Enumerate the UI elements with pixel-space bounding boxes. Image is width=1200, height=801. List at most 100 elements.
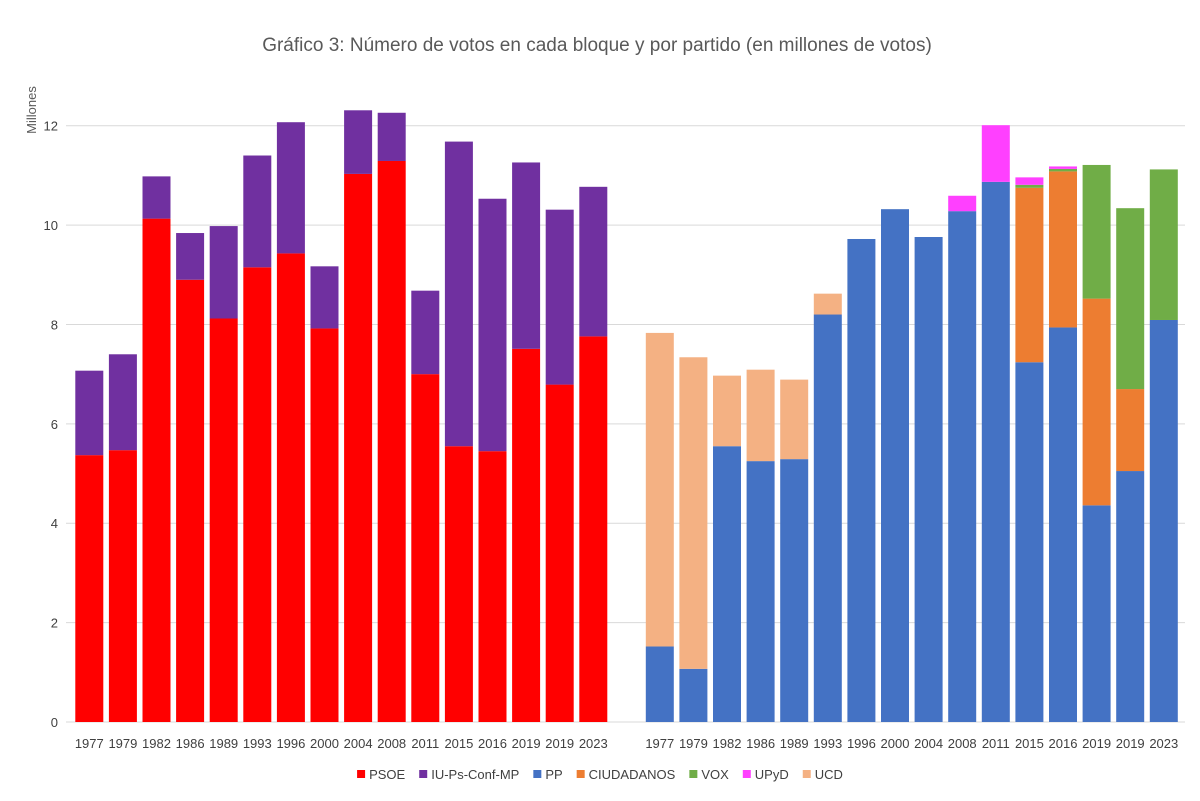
- bar-psoe-2004: [344, 173, 373, 722]
- bar-ciudadanos-2019: [1082, 298, 1111, 506]
- x-tick-label: 1989: [780, 736, 809, 751]
- bar-psoe-2011: [411, 374, 440, 722]
- legend-label-upyd: UPyD: [755, 767, 789, 782]
- bar-pp-1982: [713, 446, 741, 722]
- bar-iu-ps-conf-mp-2004: [344, 110, 373, 174]
- legend-label-iu-ps-conf-mp: IU-Ps-Conf-MP: [431, 767, 519, 782]
- y-tick-label: 10: [44, 218, 58, 233]
- bar-ucd-1986: [746, 369, 775, 462]
- y-tick-label: 8: [51, 317, 58, 332]
- bar-psoe-1982: [142, 218, 171, 722]
- bar-psoe-1979: [108, 450, 137, 722]
- bar-iu-ps-conf-mp-1977: [75, 370, 104, 456]
- y-tick-label: 12: [44, 119, 58, 134]
- bar-psoe-2000: [310, 328, 339, 722]
- x-tick-label: 2019: [545, 736, 574, 751]
- legend-swatch-psoe: [357, 770, 366, 778]
- bar-ucd-1977: [645, 332, 674, 647]
- bar-iu-ps-conf-mp-2015: [444, 141, 473, 447]
- y-axis-label: Millones: [24, 86, 39, 134]
- x-tick-label: 2004: [914, 736, 943, 751]
- legend-label-vox: VOX: [701, 767, 729, 782]
- legend-label-ucd: UCD: [815, 767, 843, 782]
- x-tick-label: 1979: [108, 736, 137, 751]
- bar-iu-ps-conf-mp-1986: [176, 233, 205, 280]
- legend-item-vox: VOX: [689, 767, 729, 782]
- bar-psoe-2019: [545, 384, 574, 722]
- bar-psoe-1977: [75, 455, 104, 722]
- bar-iu-ps-conf-mp-2019: [512, 162, 541, 349]
- bar-vox-2023: [1149, 169, 1178, 320]
- bar-vox-2019: [1082, 164, 1111, 299]
- bar-pp-2023: [1149, 319, 1178, 722]
- legend-item-ucd: UCD: [802, 767, 843, 782]
- bar-vox-2015: [1015, 184, 1044, 188]
- x-tick-label: 2004: [344, 736, 373, 751]
- bar-iu-ps-conf-mp-1979: [108, 354, 137, 451]
- x-tick-label: 1986: [176, 736, 205, 751]
- legend-label-pp: PP: [545, 767, 562, 782]
- bar-iu-ps-conf-mp-2019: [545, 209, 574, 385]
- x-tick-label: 2023: [579, 736, 608, 751]
- bar-iu-ps-conf-mp-2011: [411, 290, 440, 375]
- bar-iu-ps-conf-mp-2008: [377, 112, 406, 161]
- bar-iu-ps-conf-mp-1996: [276, 122, 305, 254]
- x-tick-label: 2011: [411, 736, 439, 751]
- y-tick-label: 6: [51, 417, 58, 432]
- bar-pp-1977: [645, 646, 674, 722]
- bar-pp-2016: [1049, 327, 1077, 722]
- legend: PSOE IU-Ps-Conf-MP PP CIUDADANOS VOX UPyD UCD: [357, 767, 843, 782]
- x-tick-label: 2000: [310, 736, 339, 751]
- bar-psoe-2008: [377, 160, 406, 723]
- bar-iu-ps-conf-mp-2000: [310, 266, 339, 329]
- bar-iu-ps-conf-mp-1982: [142, 176, 171, 219]
- y-axis-ticks: 0 2 4 6 8 10 12: [44, 119, 58, 730]
- legend-item-ciudadanos: CIUDADANOS: [576, 767, 676, 782]
- x-tick-label: 2015: [444, 736, 473, 751]
- x-tick-label: 2000: [881, 736, 910, 751]
- x-tick-label: 2015: [1015, 736, 1044, 751]
- bar-psoe-2019: [512, 348, 541, 722]
- chart-title: Gráfico 3: Número de votos en cada bloqu…: [262, 35, 932, 56]
- x-tick-label: 1982: [713, 736, 742, 751]
- y-tick-label: 2: [51, 616, 58, 631]
- x-tick-label: 1996: [847, 736, 876, 751]
- bar-psoe-1986: [176, 279, 205, 722]
- bar-upyd-2011: [981, 125, 1010, 182]
- bar-pp-1993: [813, 314, 842, 722]
- bar-ciudadanos-2015: [1015, 187, 1044, 363]
- bar-ciudadanos-2019: [1116, 389, 1145, 472]
- bar-pp-1979: [679, 668, 708, 722]
- y-tick-label: 0: [51, 715, 58, 730]
- bar-upyd-2008: [948, 195, 977, 212]
- bar-ucd-1993: [813, 293, 842, 315]
- bar-psoe-1989: [209, 318, 238, 722]
- bar-pp-2000: [881, 209, 909, 722]
- bar-psoe-2023: [579, 336, 608, 722]
- x-tick-label: 1989: [209, 736, 238, 751]
- bar-iu-ps-conf-mp-2016: [478, 198, 507, 452]
- legend-swatch-iu-ps-conf-mp: [419, 770, 428, 778]
- legend-swatch-upyd: [742, 770, 751, 778]
- x-tick-label: 2019: [512, 736, 541, 751]
- legend-label-ciudadanos: CIUDADANOS: [589, 767, 676, 782]
- bar-pp-2015: [1015, 362, 1044, 722]
- bar-ciudadanos-2016: [1049, 171, 1077, 328]
- x-tick-label: 2019: [1082, 736, 1111, 751]
- x-axis-ticks: 1977 1979 1982 1986 1989 1993 1996 2000 2004 2008…: [75, 736, 1178, 751]
- x-tick-label: 1993: [813, 736, 842, 751]
- bar-pp-1986: [746, 461, 775, 722]
- legend-item-pp: PP: [533, 767, 563, 782]
- bar-pp-1996: [847, 238, 876, 723]
- bar-upyd-2015: [1015, 177, 1044, 185]
- legend-item-iu-ps-conf-mp: IU-Ps-Conf-MP: [419, 767, 519, 782]
- legend-swatch-vox: [689, 770, 698, 778]
- x-tick-label: 1982: [142, 736, 171, 751]
- bar-pp-1989: [780, 459, 809, 722]
- legend-swatch-ucd: [802, 770, 811, 778]
- bar-ucd-1989: [780, 379, 809, 460]
- x-tick-label: 1996: [276, 736, 305, 751]
- bar-psoe-2015: [444, 446, 473, 722]
- bar-pp-2004: [914, 237, 943, 722]
